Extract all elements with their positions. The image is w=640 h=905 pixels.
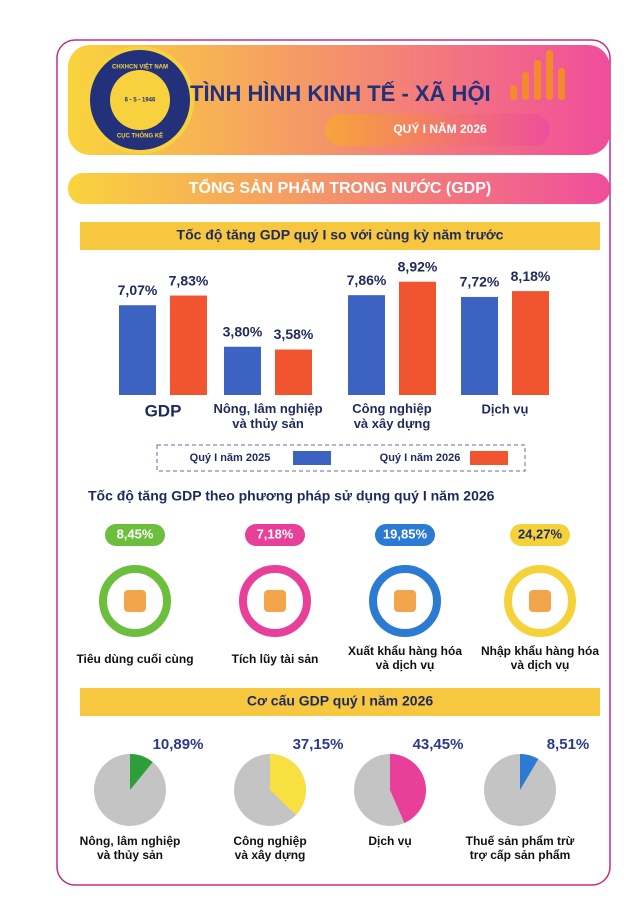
pie-slice — [270, 754, 307, 815]
subtitle-pill — [325, 114, 550, 146]
category-label: Dịch vụ — [482, 401, 529, 416]
icon — [264, 590, 286, 612]
section-title: TỔNG SẢN PHẨM TRONG NƯỚC (GDP) — [189, 178, 491, 197]
logo-text: CỤC THỐNG KÊ — [117, 132, 163, 140]
value-label: 3,58% — [274, 326, 314, 342]
icon — [394, 590, 416, 612]
value-label: 10,89% — [153, 736, 204, 753]
category-label: Nông, lâm nghiệp và thủy sản — [213, 401, 322, 431]
bar — [399, 281, 436, 395]
pie-slice — [520, 754, 539, 790]
value-pill — [245, 524, 305, 546]
chart-title-bar — [80, 222, 600, 250]
value-label: 8,51% — [547, 736, 590, 753]
value-label: 3,80% — [223, 323, 263, 339]
category-label: Nhập khẩu hàng hóa và dịch vụ — [481, 644, 599, 672]
value-label: 24,27% — [518, 526, 563, 541]
value-label: 7,07% — [118, 282, 158, 298]
section-pill — [68, 173, 610, 204]
legend-swatch — [293, 451, 331, 465]
category-label: Thuế sản phẩm trừ trợ cấp sản phẩm — [466, 834, 575, 862]
title: TÌNH HÌNH KINH TẾ - XÃ HỘI — [190, 81, 491, 106]
icon — [529, 590, 551, 612]
value-pill — [510, 524, 570, 546]
category-label: Công nghiệp và xây dựng — [233, 834, 306, 862]
bar — [348, 295, 385, 395]
chart-title: Tốc độ tăng GDP quý I so với cùng kỳ năm… — [177, 227, 504, 243]
bar — [170, 295, 207, 395]
category-label: Dịch vụ — [368, 834, 411, 848]
category-label: GDP — [145, 401, 182, 420]
bar — [461, 296, 498, 395]
category-label: Xuất khẩu hàng hóa và dịch vụ — [348, 644, 462, 672]
value-label: 19,85% — [383, 526, 428, 541]
legend-label: Quý I năm 2025 — [190, 452, 271, 464]
value-label: 8,45% — [117, 526, 154, 541]
bar — [512, 291, 549, 395]
logo-inner — [110, 70, 170, 130]
logo-text: CHXHCN VIỆT NAM — [112, 63, 168, 71]
value-label: 7,86% — [347, 272, 387, 288]
bars-icon — [510, 50, 565, 100]
value-label: 7,18% — [257, 526, 294, 541]
bar — [275, 349, 312, 395]
value-label: 7,72% — [460, 274, 500, 290]
value-label: 43,45% — [413, 736, 464, 753]
category-label: Tích lũy tài sản — [232, 652, 319, 666]
frame — [56, 39, 611, 886]
pie-slice — [390, 754, 426, 823]
chart-title: Cơ cấu GDP quý I năm 2026 — [247, 693, 434, 709]
value-label: 8,92% — [398, 258, 438, 274]
value-label: 8,18% — [511, 268, 551, 284]
bar — [224, 346, 261, 395]
subtitle: QUÝ I NĂM 2026 — [393, 121, 487, 136]
value-pill — [375, 524, 435, 546]
bar — [119, 305, 156, 395]
legend-label: Quý I năm 2026 — [380, 452, 461, 464]
chart-title: Tốc độ tăng GDP theo phương pháp sử dụng… — [88, 488, 495, 504]
value-label: 7,83% — [169, 272, 209, 288]
category-label: Tiêu dùng cuối cùng — [76, 652, 193, 666]
category-label: Công nghiệp và xây dựng — [352, 401, 431, 431]
icon — [124, 590, 146, 612]
chart-title-bar — [80, 688, 600, 716]
value-pill — [105, 524, 165, 546]
legend-swatch — [470, 451, 508, 465]
legend-box — [156, 444, 526, 472]
value-label: 37,15% — [293, 736, 344, 753]
pie-slice — [130, 754, 153, 790]
logo-text: 6 - 5 - 1946 — [125, 98, 156, 104]
category-label: Nông, lâm nghiệp và thủy sản — [80, 834, 181, 862]
